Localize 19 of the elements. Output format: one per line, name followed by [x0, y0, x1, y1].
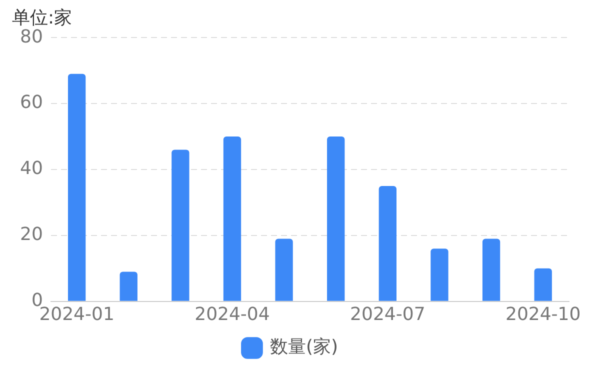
x-tick-label: 2024-10: [505, 304, 581, 325]
y-tick-label: 40: [20, 158, 43, 180]
y-tick-label: 60: [20, 92, 43, 114]
bar: [120, 272, 138, 301]
x-tick-label: 2024-07: [350, 304, 426, 325]
bar: [430, 248, 448, 301]
bar: [223, 136, 242, 301]
bar: [172, 150, 190, 301]
bar: [68, 74, 86, 301]
bar: [482, 238, 500, 301]
y-tick-label: 20: [20, 224, 43, 246]
bar: [378, 186, 396, 301]
y-axis-title: 单位:家: [12, 7, 72, 28]
bar: [275, 238, 293, 301]
y-tick-label: 80: [20, 26, 43, 48]
bar: [534, 268, 552, 301]
x-tick-label: 2024-04: [194, 304, 270, 325]
legend-label: 数量(家): [270, 336, 338, 358]
bar: [327, 136, 345, 301]
